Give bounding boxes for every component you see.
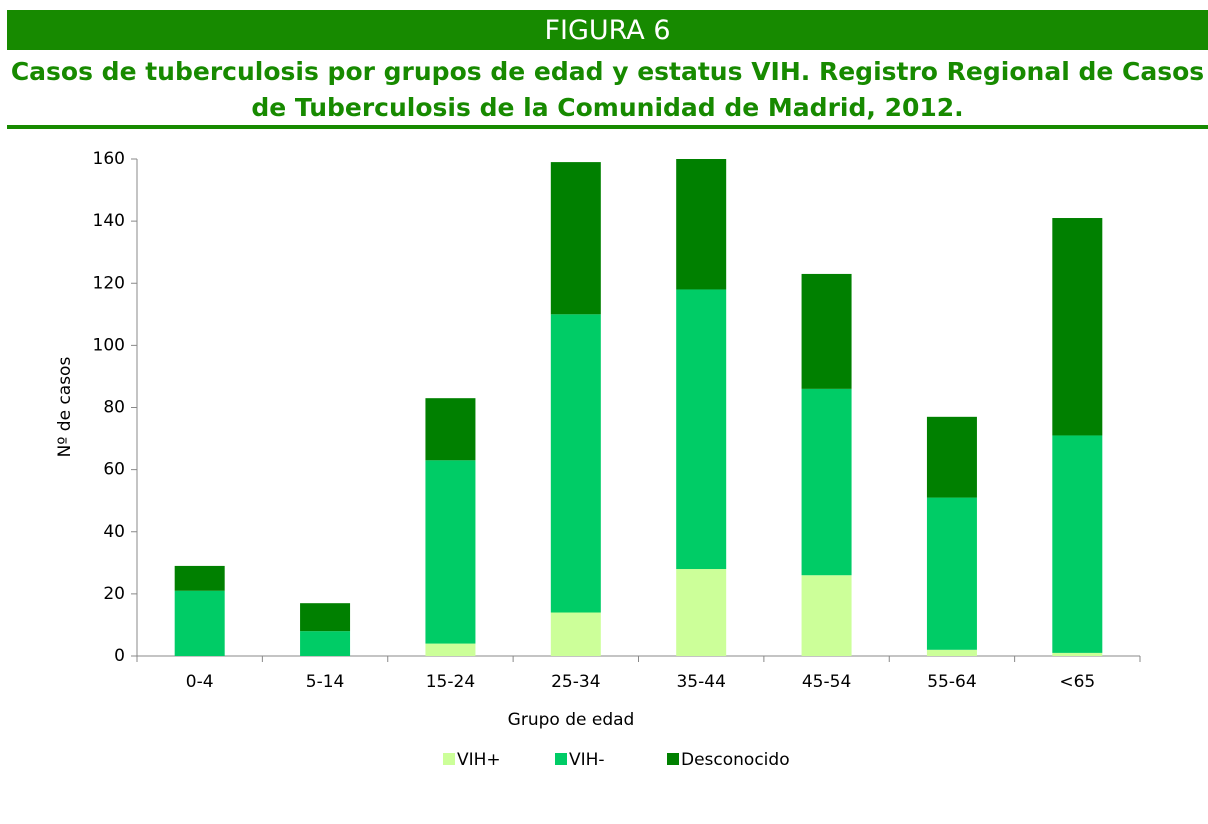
y-tick-label: 160 [93,149,125,169]
divider [7,125,1208,129]
y-tick-label: 20 [103,584,125,604]
bar-segment [801,388,852,576]
chart-subtitle: Casos de tuberculosis por grupos de edad… [10,57,1205,122]
y-tick-label: 80 [103,398,125,418]
legend-swatch [667,753,679,765]
bar-segment [1052,652,1103,656]
bar-segment [676,159,727,290]
y-tick-label: 100 [93,335,125,355]
bar-segment [801,273,852,389]
legend-swatch [443,753,455,765]
x-tick-label: 55-64 [927,672,976,692]
x-tick-label: 15-24 [426,672,475,692]
x-tick-label: <65 [1059,672,1095,692]
bar-segment [300,603,351,632]
y-axis-title: Nº de casos [55,357,75,458]
legend-swatch [555,753,567,765]
bar-segment [676,569,727,656]
x-tick-label: 45-54 [802,672,851,692]
bar-segment [174,590,225,656]
bar-segment [425,460,476,644]
bar-segment [300,631,351,656]
x-tick-label: 0-4 [186,672,214,692]
figure-title: FIGURA 6 [7,10,1208,50]
y-tick-label: 120 [93,273,125,293]
x-tick-label: 35-44 [676,672,725,692]
legend-label: VIH+ [457,750,501,770]
bar-segment [425,398,476,461]
bar-segment [425,643,476,656]
bar-segment [174,565,225,591]
bar-segment [926,416,977,498]
y-tick-label: 40 [103,522,125,542]
legend-label: Desconocido [681,750,790,770]
bar-segment [550,612,601,656]
bar-segment [1052,218,1103,436]
bar-segment [926,649,977,656]
bar-segment [550,162,601,315]
legend-label: VIH- [569,750,605,770]
bar-segment [926,497,977,650]
x-tick-label: 5-14 [306,672,345,692]
y-tick-label: 0 [114,646,125,666]
y-tick-label: 60 [103,460,125,480]
y-tick-label: 140 [93,211,125,231]
x-axis-title: Grupo de edad [508,710,635,730]
bar-segment [1052,435,1103,653]
bar-segment [550,314,601,613]
bar-segment [676,289,727,570]
bar-segment [801,575,852,656]
x-tick-label: 25-34 [551,672,600,692]
